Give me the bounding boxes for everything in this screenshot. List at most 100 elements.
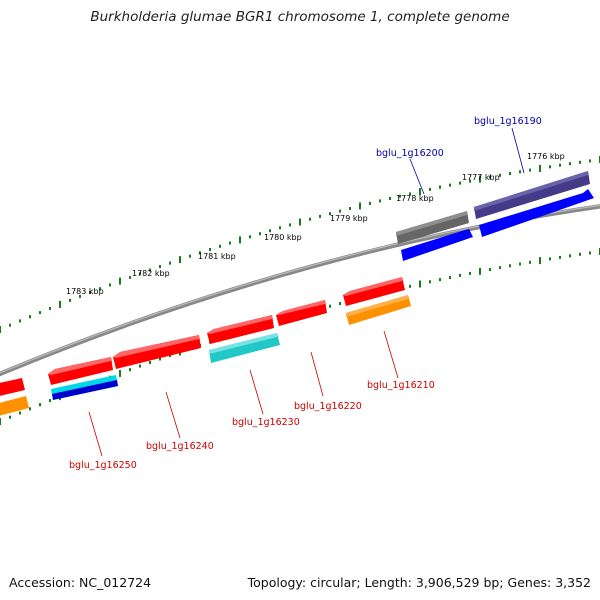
gene-orange-left-edge[interactable]	[0, 396, 29, 417]
outer-tick-20	[199, 251, 201, 255]
plus-strand-genes	[396, 171, 594, 261]
outer-tick-47	[469, 179, 471, 183]
outer-tick-42	[419, 188, 421, 196]
inner-tick-14	[139, 364, 141, 368]
leader-16190	[511, 127, 525, 174]
outer-tick-50	[499, 173, 501, 177]
outer-tick-4	[39, 311, 41, 315]
gene-blue-16250[interactable]	[52, 380, 118, 400]
inner-tick-12	[119, 369, 121, 377]
inner-tick-3	[29, 407, 31, 411]
ruler-label-1782: 1782 kbp	[132, 269, 170, 278]
gene-blue-arrow-right[interactable]	[479, 189, 594, 237]
inner-tick-5	[49, 399, 51, 403]
outer-tick-7	[69, 298, 71, 302]
gene-bglu-1g16190-shine	[474, 171, 588, 211]
outer-tick-28	[279, 226, 281, 230]
gene-labels: bglu_1g16190 bglu_1g16200 bglu_1g16210 b…	[69, 116, 542, 471]
inner-tick-46	[459, 273, 461, 277]
outer-tick-38	[379, 199, 381, 203]
gene-orange-16210-shine	[346, 295, 408, 317]
gene-cyan-16230-shine	[209, 333, 277, 354]
label-bglu-1g16220[interactable]: bglu_1g16220	[294, 401, 362, 412]
leader-16220	[310, 351, 324, 397]
outer-tick-8	[79, 294, 81, 298]
outer-tick-48	[479, 175, 481, 183]
leader-16210	[383, 330, 399, 379]
inner-tick-2	[19, 411, 21, 415]
ruler-label-1780: 1780 kbp	[264, 233, 302, 242]
inner-tick-43	[429, 280, 431, 284]
ruler-labels: 1776 kbp 1777 kbp 1778 kbp 1779 kbp 1780…	[66, 152, 565, 296]
outer-tick-18	[179, 256, 181, 264]
inner-tick-0	[0, 418, 1, 425]
outer-tick-11	[109, 283, 111, 287]
outer-tick-51	[509, 172, 511, 175]
ruler-label-1783: 1783 kbp	[66, 287, 104, 296]
outer-tick-34	[339, 209, 341, 213]
inner-tick-16	[159, 357, 161, 361]
inner-tick-58	[579, 252, 581, 256]
outer-tick-59	[589, 159, 591, 163]
inner-tick-42	[419, 280, 421, 288]
ruler-label-1781: 1781 kbp	[198, 252, 236, 261]
inner-tick-4	[39, 403, 41, 407]
gene-bglu-1g16200-shine	[396, 211, 467, 236]
outer-tick-2	[19, 319, 21, 323]
outer-tick-10	[99, 287, 101, 291]
label-bglu-1g16240[interactable]: bglu_1g16240	[146, 441, 214, 452]
genome-summary-text: Topology: circular; Length: 3,906,529 bp…	[247, 575, 591, 590]
inner-tick-41	[409, 284, 411, 288]
leader-16230	[249, 369, 264, 415]
leader-16250	[88, 411, 103, 457]
outer-tick-27	[269, 229, 271, 233]
inner-tick-52	[519, 262, 521, 266]
outer-tick-6	[59, 300, 61, 308]
outer-tick-26	[259, 232, 261, 236]
label-bglu-1g16200[interactable]: bglu_1g16200	[376, 148, 444, 159]
outer-tick-44	[439, 185, 441, 189]
outer-tick-43	[429, 187, 431, 191]
outer-tick-53	[529, 168, 531, 172]
outer-tick-56	[559, 163, 561, 167]
inner-tick-59	[589, 251, 591, 255]
inner-tick-55	[549, 257, 551, 261]
map-title: Burkholderia glumae BGR1 chromosome 1, c…	[90, 9, 510, 25]
inner-tick-48	[479, 267, 481, 275]
outer-tick-21	[209, 248, 211, 251]
outer-tick-49	[489, 175, 491, 179]
outer-tick-46	[459, 181, 461, 185]
outer-tick-24	[239, 236, 241, 244]
outer-tick-35	[349, 207, 351, 210]
inner-tick-1	[9, 415, 11, 419]
outer-tick-33	[329, 212, 331, 216]
outer-tick-39	[389, 197, 391, 200]
outer-tick-58	[579, 160, 581, 164]
label-bglu-1g16250[interactable]: bglu_1g16250	[69, 460, 137, 471]
label-bglu-1g16230[interactable]: bglu_1g16230	[232, 417, 300, 428]
outer-tick-15	[149, 268, 151, 272]
outer-tick-54	[539, 164, 541, 172]
ruler-label-1777: 1777 kbp	[462, 173, 500, 182]
gene-bglu-1g16240-shine	[113, 335, 199, 358]
gene-bglu-1g16210-shine	[343, 277, 402, 296]
label-bglu-1g16210[interactable]: bglu_1g16210	[367, 380, 435, 391]
inner-tick-50	[499, 266, 501, 270]
inner-tick-57	[569, 254, 571, 258]
label-bglu-1g16190[interactable]: bglu_1g16190	[474, 116, 542, 127]
inner-tick-54	[539, 257, 541, 265]
outer-tick-12	[119, 277, 121, 285]
gene-blue-arrow-left[interactable]	[401, 229, 473, 261]
leader-16200	[409, 158, 425, 195]
outer-tick-29	[289, 223, 291, 227]
inner-tick-13	[129, 368, 131, 372]
gene-red-left-edge[interactable]	[0, 378, 25, 397]
outer-tick-52	[519, 170, 521, 174]
inner-tick-34	[339, 302, 341, 306]
leader-16240	[165, 391, 181, 439]
label-leaders	[88, 127, 525, 457]
ruler-label-1779: 1779 kbp	[330, 214, 368, 223]
inner-tick-15	[149, 361, 151, 364]
outer-tick-3	[29, 315, 31, 319]
minus-strand-genes	[0, 277, 411, 417]
